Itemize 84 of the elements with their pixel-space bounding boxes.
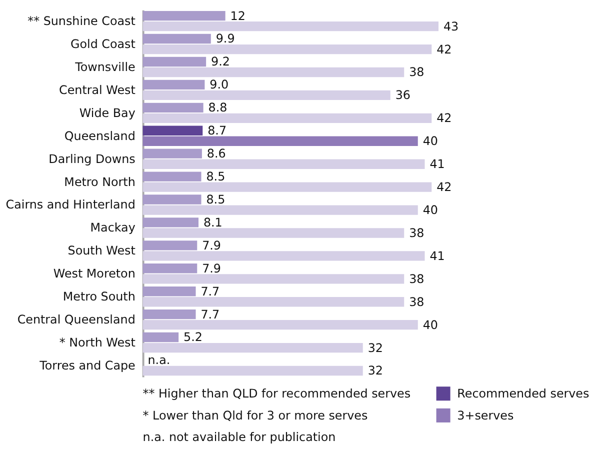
data-label: 32 (368, 340, 383, 355)
bar (142, 80, 205, 90)
data-label: 7.7 (200, 284, 220, 298)
bar (142, 90, 390, 100)
bar (142, 67, 404, 78)
y-tick-label: Cairns and Hinterland (6, 198, 136, 212)
data-label: 8.5 (206, 192, 226, 206)
data-label: 40 (422, 134, 438, 148)
bar (142, 297, 404, 307)
bar (142, 264, 198, 274)
y-tick-label: Central West (59, 82, 136, 97)
bar (142, 320, 418, 330)
y-tick-label: Torres and Cape (38, 358, 136, 372)
data-label: 40 (422, 202, 438, 217)
bar (142, 10, 226, 21)
bar (142, 182, 432, 192)
bar (142, 309, 196, 320)
data-label: 41 (430, 248, 445, 263)
bar (142, 102, 204, 112)
bar (142, 332, 179, 342)
data-label: 43 (443, 19, 459, 34)
bar (142, 113, 432, 124)
data-label: 42 (436, 180, 452, 194)
data-label: 36 (395, 88, 410, 102)
data-label: 38 (409, 65, 424, 80)
data-label: 38 (409, 226, 424, 240)
y-tick-label: Mackay (90, 220, 136, 235)
y-tick-label: Metro North (64, 174, 136, 189)
data-label: 38 (409, 272, 424, 286)
bar (142, 21, 439, 32)
y-tick-label: ** Sunshine Coast (28, 14, 136, 28)
y-tick-label: Metro South (62, 290, 136, 304)
y-tick-label: Gold Coast (70, 37, 136, 51)
data-label: 8.7 (208, 124, 227, 138)
y-tick-label: Queensland (64, 128, 136, 143)
bar (142, 274, 404, 284)
y-tick-label: West Moreton (53, 266, 136, 281)
bar (142, 44, 432, 54)
bar (142, 159, 425, 169)
legend-label: 3+serves (457, 408, 514, 422)
y-tick-label: Townsville (74, 60, 136, 74)
data-label: 8.5 (206, 170, 226, 184)
bar (142, 205, 418, 215)
data-label: 9.2 (211, 54, 230, 69)
data-label: 32 (368, 364, 383, 378)
y-tick-label: * North West (59, 336, 136, 350)
bar (142, 286, 196, 296)
data-label: 40 (422, 318, 438, 332)
y-tick-label: Darling Downs (48, 152, 136, 166)
text: * Lower than Qld for 3 or more serves (142, 408, 368, 422)
bar (142, 240, 198, 250)
legend-label: Recommended serves (457, 386, 590, 401)
data-label: 8.8 (208, 100, 228, 115)
text: ** Higher than QLD for recommended serves (142, 386, 411, 401)
data-label: 8.6 (206, 146, 226, 161)
data-label: 7.9 (202, 238, 222, 252)
data-label: 8.1 (203, 215, 222, 230)
data-label: 9.9 (216, 32, 235, 46)
bar (142, 218, 199, 228)
text: n.a. (148, 353, 170, 368)
data-label: 7.7 (200, 307, 220, 322)
bar (142, 172, 202, 182)
data-label: 41 (430, 157, 445, 172)
bar (142, 228, 404, 238)
data-label: 9.0 (210, 78, 229, 92)
bar (142, 194, 202, 204)
y-tick-label: South West (68, 244, 136, 258)
data-label: 38 (409, 294, 424, 309)
bar (142, 56, 206, 67)
data-label: 5.2 (184, 330, 202, 344)
bar (142, 136, 418, 146)
bar (142, 342, 363, 353)
data-label: 42 (436, 42, 452, 56)
bar (142, 366, 363, 376)
y-tick-label: Wide Bay (79, 106, 136, 120)
data-label: 12 (230, 8, 246, 23)
y-tick-label: Central Queensland (17, 312, 136, 327)
bar (142, 34, 211, 44)
bar (142, 148, 202, 158)
data-label: 42 (436, 111, 452, 126)
bar (142, 251, 425, 261)
bar (142, 126, 203, 136)
text: n.a. not available for publication (142, 430, 336, 444)
data-label: 7.9 (202, 261, 222, 276)
